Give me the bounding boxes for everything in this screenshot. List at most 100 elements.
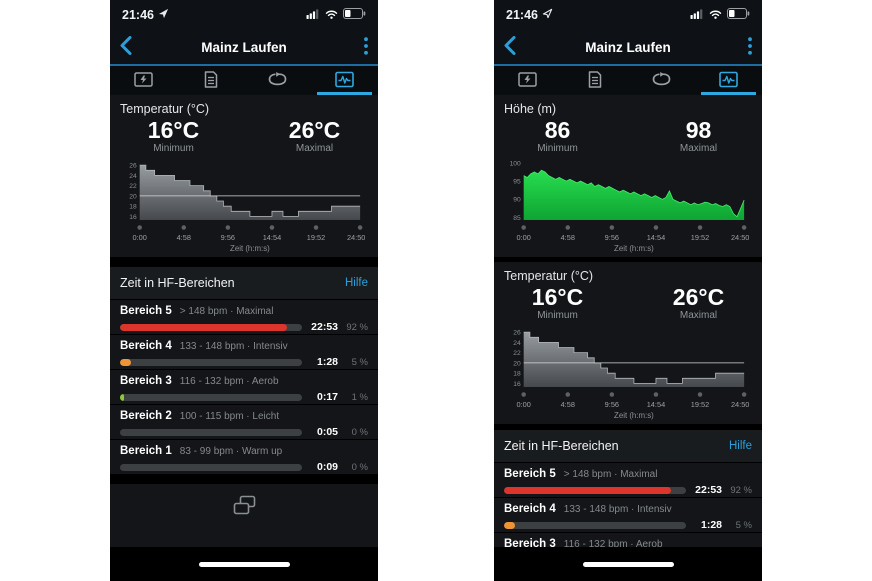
tab-details[interactable] — [177, 66, 244, 95]
tab-charts[interactable] — [311, 66, 378, 95]
hf-zone-row: Bereich 4 133 - 148 bpm · Intensiv 1:28 5 % — [110, 335, 378, 369]
home-indicator[interactable] — [198, 562, 290, 567]
svg-text:18: 18 — [513, 371, 521, 378]
lap-loop-icon — [652, 71, 671, 90]
zone-name: Bereich 4 — [504, 503, 556, 515]
location-arrow-icon — [542, 8, 553, 22]
back-chevron-icon — [120, 36, 132, 58]
cellular-signal-icon — [690, 6, 704, 24]
max-label: Maximal — [679, 310, 718, 321]
kebab-menu-icon — [364, 36, 368, 58]
hf-zone-list: Bereich 5 > 148 bpm · Maximal 22:53 92 % Ber… — [110, 300, 378, 474]
back-button[interactable] — [120, 36, 154, 58]
svg-text:9:56: 9:56 — [605, 400, 619, 409]
min-value: 86 — [544, 117, 571, 143]
document-icon — [204, 70, 218, 91]
svg-text:100: 100 — [510, 160, 521, 167]
svg-text:Zeit (h:m:s): Zeit (h:m:s) — [614, 411, 654, 420]
zone-range: 133 - 148 bpm · Intensiv — [179, 341, 288, 352]
overflow-menu-button[interactable] — [718, 36, 752, 58]
temperature-card: Temperatur (°C) 16°C Minimum 26°C Maxima… — [110, 95, 378, 257]
phone-right: 21:46 — [494, 0, 762, 581]
bottom-bar — [494, 547, 762, 581]
temperature-chart[interactable]: 26 24 22 20 18 16 0:00 4:58 9:56 14:54 19:52 24:50 Z… — [504, 323, 752, 421]
zone-percent: 1 % — [351, 391, 368, 403]
hf-zone-row: Bereich 5 > 148 bpm · Maximal 22:53 92 % — [494, 463, 762, 497]
zone-range: 133 - 148 bpm · Intensiv — [563, 504, 672, 515]
svg-text:22: 22 — [129, 183, 137, 190]
stats-row: 16°C Minimum 26°C Maximal — [120, 118, 368, 154]
cellular-signal-icon — [306, 6, 320, 24]
zone-bar-fill — [120, 358, 131, 366]
svg-text:0:00: 0:00 — [516, 400, 530, 409]
temperature-chart[interactable]: 26 24 22 20 18 16 0:00 4:58 9:56 14:54 19:52 24:50 Z… — [120, 156, 368, 254]
zone-bar-fill — [120, 393, 124, 401]
svg-text:24:50: 24:50 — [731, 233, 749, 242]
tab-summary[interactable] — [110, 66, 177, 95]
tab-laps[interactable] — [244, 66, 311, 95]
zone-bar-track — [504, 486, 686, 494]
compare-button[interactable] — [232, 494, 257, 520]
nav-bar: Mainz Laufen — [110, 30, 378, 64]
battery-icon — [727, 6, 750, 24]
back-chevron-icon — [504, 36, 516, 58]
min-value: 16°C — [531, 284, 584, 310]
svg-text:26: 26 — [513, 329, 521, 336]
svg-text:19:52: 19:52 — [307, 233, 325, 242]
max-label: Maximal — [295, 143, 334, 154]
zone-time: 1:28 — [316, 356, 338, 368]
back-button[interactable] — [504, 36, 538, 58]
nav-bar: Mainz Laufen — [494, 30, 762, 64]
zone-bar-fill — [504, 521, 515, 529]
zone-name: Bereich 5 — [504, 468, 556, 480]
bottom-bar — [110, 547, 378, 581]
elevation-chart[interactable]: 100 95 90 85 0:00 4:58 9:56 14:54 19:52 24:50 Zeit… — [504, 156, 752, 254]
min-label: Minimum — [537, 143, 578, 154]
overflow-menu-button[interactable] — [334, 36, 368, 58]
chart-waveform-icon — [335, 71, 354, 91]
svg-text:95: 95 — [513, 178, 521, 185]
svg-text:24:50: 24:50 — [731, 400, 749, 409]
home-indicator[interactable] — [582, 562, 674, 567]
svg-text:4:58: 4:58 — [561, 233, 575, 242]
svg-text:14:54: 14:54 — [647, 233, 665, 242]
zone-range: 100 - 115 bpm · Leicht — [179, 411, 280, 422]
tab-summary[interactable] — [494, 66, 561, 95]
zone-bar-track — [504, 521, 686, 529]
hf-zone-row: Bereich 1 83 - 99 bpm · Warm up 0:09 0 % — [110, 440, 378, 474]
zone-bar-track — [120, 358, 302, 366]
hf-header: Zeit in HF-Bereichen Hilfe — [110, 267, 378, 299]
hf-zone-row: Bereich 2 100 - 115 bpm · Leicht 0:05 0 % — [110, 405, 378, 439]
tab-charts[interactable] — [695, 66, 762, 95]
svg-text:16: 16 — [513, 381, 521, 388]
zone-time: 0:05 — [316, 426, 338, 438]
help-link[interactable]: Hilfe — [728, 440, 752, 452]
zone-time: 1:28 — [700, 519, 722, 531]
svg-text:19:52: 19:52 — [691, 400, 709, 409]
zone-percent: 92 % — [346, 321, 368, 333]
tab-laps[interactable] — [628, 66, 695, 95]
zone-time: 0:09 — [316, 461, 338, 473]
phone-left: 21:46 — [110, 0, 378, 581]
max-stat: 98 Maximal — [631, 118, 752, 154]
hf-zone-row: Bereich 5 > 148 bpm · Maximal 22:53 92 % — [110, 300, 378, 334]
svg-text:14:54: 14:54 — [263, 233, 281, 242]
zone-percent: 0 % — [351, 426, 368, 438]
zone-percent: 0 % — [351, 461, 368, 473]
help-link[interactable]: Hilfe — [344, 277, 368, 289]
compare-card — [110, 484, 378, 552]
min-label: Minimum — [537, 310, 578, 321]
tab-details[interactable] — [561, 66, 628, 95]
svg-text:26: 26 — [129, 162, 137, 169]
clock: 21:46 — [122, 8, 154, 22]
card-title: Höhe (m) — [504, 102, 557, 116]
min-stat: 16°C Minimum — [120, 118, 247, 154]
zone-range: 116 - 132 bpm · Aerob — [179, 376, 279, 387]
hf-section: Zeit in HF-Bereichen Hilfe Bereich 5 > 14… — [110, 267, 378, 474]
zone-bar-fill — [120, 323, 288, 331]
zone-bar-fill — [504, 486, 672, 494]
zone-name: Bereich 3 — [120, 375, 172, 387]
summary-icon — [134, 71, 153, 91]
svg-text:20: 20 — [129, 193, 137, 200]
